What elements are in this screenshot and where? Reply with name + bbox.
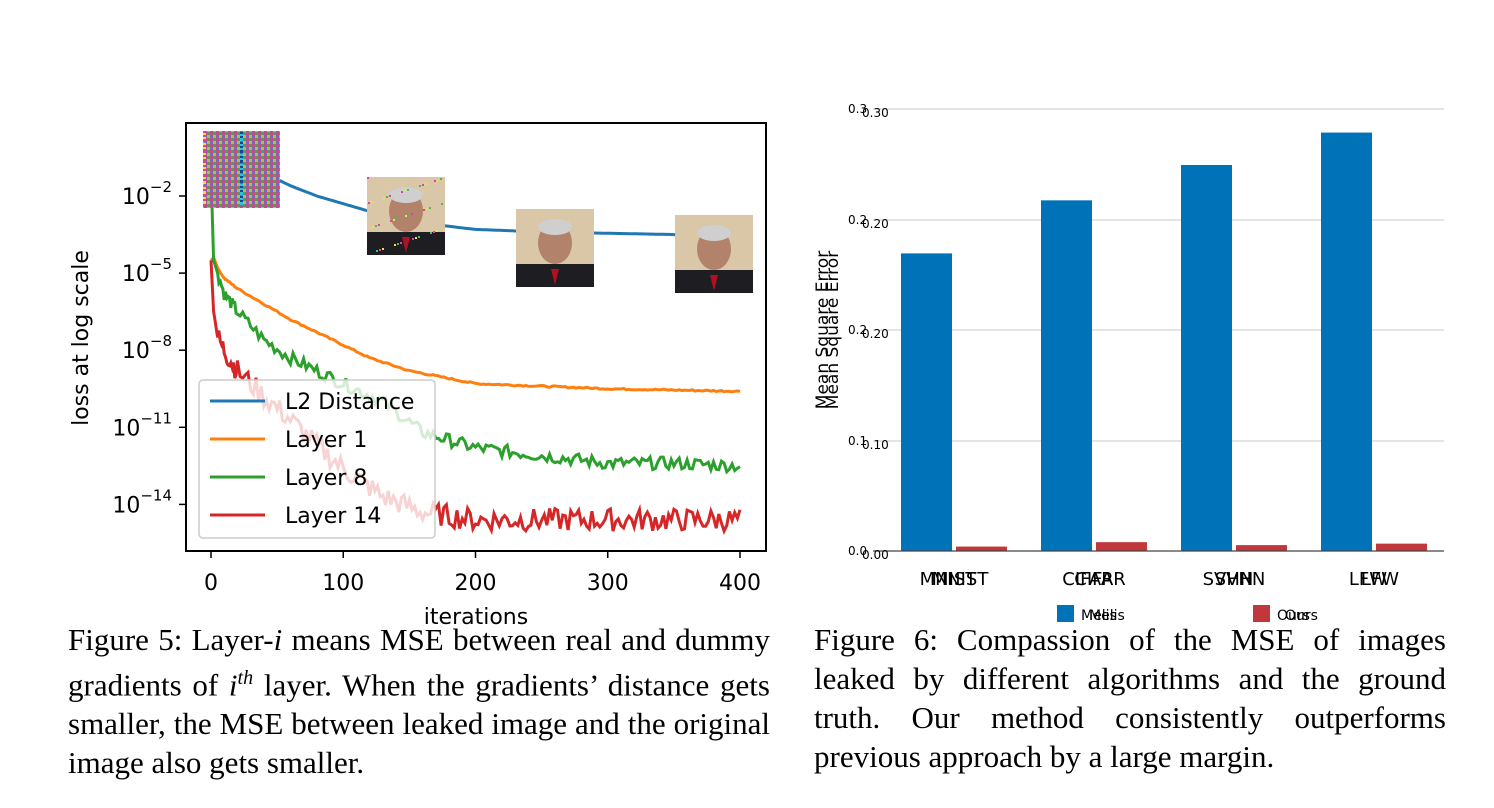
bar-ours-mnist	[956, 546, 1007, 551]
legend-swatch	[1057, 605, 1074, 622]
bar-ours-cifar	[1096, 542, 1147, 551]
legend-label: Ours	[1277, 608, 1310, 624]
bar-melis-lfw	[1321, 132, 1372, 551]
y-tick-label: 10−2	[122, 178, 172, 210]
noise-image-icon	[203, 131, 280, 208]
legend-label-overlay: Melis	[1089, 608, 1125, 624]
y-tick-label-overlay: 0.10	[862, 438, 889, 452]
x-tick-label: 300	[587, 571, 629, 596]
x-axis-label: iterations	[424, 605, 528, 630]
figure-5-line-chart: 0 100 200 300 400 10−2 10−5 10−8 10−11 10−14 ite…	[69, 122, 767, 630]
x-tick-label-overlay: MNIST	[932, 569, 990, 590]
y-tick-label: 10−11	[112, 409, 172, 441]
bar-melis-mnist	[901, 253, 952, 552]
bar-melis-svhn	[1181, 164, 1232, 551]
y-tick-label: 0.2	[848, 323, 867, 337]
x-tick-label: 200	[455, 571, 497, 596]
x-tick-label-overlay: LFW	[1361, 569, 1399, 590]
y-tick-label: 10−14	[112, 486, 172, 518]
caption-superscript: th	[237, 667, 254, 689]
y-axis-label: loss at log scale	[69, 250, 94, 426]
x-tick-label: 100	[322, 571, 364, 596]
y-tick-label: 0.0	[848, 544, 867, 558]
caption-variable: i	[273, 622, 283, 657]
caption-end: layer. When the gradients’ distance gets…	[68, 667, 770, 781]
y-tick-label-overlay: 0.00	[862, 548, 889, 562]
bar-ours-lfw	[1376, 543, 1427, 551]
y-tick-label: 0.2	[848, 213, 867, 227]
legend-label-overlay: Ours	[1285, 608, 1318, 624]
y-tick-label: 0.1	[848, 434, 867, 448]
caption-prefix: Figure 5: Layer-	[68, 622, 274, 657]
legend-label: L2 Distance	[285, 390, 414, 415]
caption-superscript-base: i	[228, 667, 238, 703]
legend: L2 Distance Layer 1 Layer 8 Layer 14	[198, 379, 436, 539]
legend-label: Layer 1	[285, 428, 367, 453]
y-tick-label: 0.3	[848, 102, 867, 116]
x-tick-label: 400	[719, 571, 761, 596]
x-tick-label: SVHN	[1203, 569, 1254, 590]
series-line-layer-1	[209, 255, 741, 394]
reconstruction-early-icon	[367, 177, 445, 255]
y-tick-label-overlay: 0.30	[862, 106, 889, 120]
x-tick-label: MNIST	[920, 569, 978, 590]
x-tick-label-overlay: CIFAR	[1074, 569, 1125, 590]
legend-label: Layer 14	[285, 504, 381, 529]
legend-swatch	[1253, 605, 1270, 622]
legend-label: Layer 8	[285, 466, 367, 491]
bar-melis-cifar	[1041, 200, 1092, 551]
reconstruction-mid-icon	[516, 209, 594, 287]
figure-6-bar-chart: 0.00.000.10.100.20.200.20.200.30.30 MNIS…	[813, 102, 1444, 624]
figure-6-caption: Figure 6: Compassion of the MSE of image…	[814, 622, 1446, 774]
y-tick-label-overlay: 0.20	[862, 217, 889, 231]
figure-5-caption: Figure 5: Layer-i means MSE between real…	[68, 620, 770, 782]
y-tick-label-overlay: 0.20	[862, 327, 889, 341]
caption-middle: means MSE between real and dummy gradien…	[68, 622, 770, 703]
reconstruction-final-icon	[675, 215, 753, 293]
y-axis-label: Mean Square Error	[813, 251, 833, 409]
y-tick-label: 10−8	[122, 332, 172, 364]
x-tick-label: CIFAR	[1062, 569, 1113, 590]
y-axis-label-overlay: Mean Square Error	[823, 251, 843, 409]
bar-ours-svhn	[1236, 545, 1287, 551]
x-tick-label-overlay: SVHN	[1215, 569, 1266, 590]
legend-label: Melis	[1081, 608, 1117, 624]
y-tick-label: 10−5	[122, 255, 172, 287]
x-tick-label: 0	[204, 571, 218, 596]
series-line-layer-8	[209, 170, 741, 475]
x-tick-label: LFW	[1349, 569, 1387, 590]
